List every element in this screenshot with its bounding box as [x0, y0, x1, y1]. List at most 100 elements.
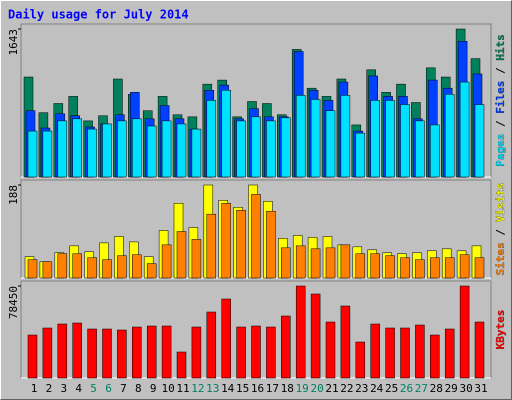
bar — [221, 203, 231, 279]
x-tick-label: 3 — [60, 382, 67, 395]
bar — [42, 130, 53, 178]
x-tick-label: 24 — [370, 382, 384, 395]
bar — [87, 128, 97, 178]
bar — [72, 322, 82, 379]
bar — [176, 123, 187, 178]
legend: Pages / Files / Hits — [494, 34, 507, 167]
bar — [385, 100, 395, 178]
bar — [72, 253, 82, 279]
bar — [161, 325, 172, 379]
x-tick-label: 9 — [150, 382, 157, 395]
bar — [281, 117, 291, 178]
bar — [176, 351, 187, 379]
bar — [206, 100, 217, 178]
bar — [310, 248, 321, 279]
bar — [102, 259, 112, 279]
bar — [57, 253, 68, 279]
y-tick-label: 1643 — [7, 29, 20, 56]
legend: KBytes — [494, 310, 507, 350]
bar — [430, 124, 440, 178]
bar — [295, 95, 306, 178]
bar — [355, 341, 366, 379]
legend-entry: Hits — [494, 34, 507, 61]
bar — [385, 327, 395, 379]
bar — [444, 94, 455, 178]
bar — [251, 194, 261, 279]
x-tick-label: 8 — [135, 382, 142, 395]
y-tick-label: 78450 — [7, 286, 20, 319]
bar — [430, 257, 440, 279]
bar — [385, 255, 395, 279]
x-tick-label: 23 — [355, 382, 368, 395]
x-tick-label: 26 — [400, 382, 413, 395]
bar — [400, 104, 410, 178]
bar — [27, 334, 38, 379]
x-tick-label: 2 — [46, 382, 53, 395]
bar — [415, 324, 425, 379]
bar — [117, 329, 127, 379]
x-tick-label: 27 — [415, 382, 428, 395]
bar — [281, 247, 291, 279]
legend: Sites / Visits — [494, 183, 507, 276]
bar — [415, 259, 425, 279]
chart-title: Daily usage for July 2014 — [8, 8, 189, 22]
bar — [27, 259, 38, 279]
legend-separator: / — [494, 114, 507, 134]
bar — [191, 326, 202, 379]
x-tick-label: 22 — [340, 382, 353, 395]
bar — [325, 321, 336, 379]
x-tick-label: 13 — [206, 382, 219, 395]
bar — [474, 104, 485, 178]
bar — [42, 327, 53, 379]
bar — [415, 120, 425, 178]
x-tick-label: 1 — [31, 382, 38, 395]
bar — [370, 253, 380, 279]
bar — [340, 95, 351, 178]
bar — [27, 130, 38, 178]
bar — [474, 257, 485, 279]
bar — [430, 334, 440, 379]
legend-separator: / — [494, 222, 507, 242]
bar — [72, 118, 82, 178]
x-tick-label: 28 — [430, 382, 443, 395]
x-tick-label: 20 — [310, 382, 323, 395]
legend-entry: Sites — [494, 242, 507, 275]
bar — [221, 90, 231, 178]
x-tick-label: 14 — [221, 382, 235, 395]
bar — [370, 100, 380, 178]
bar — [42, 261, 53, 279]
bar — [87, 328, 97, 379]
bar — [400, 327, 410, 379]
bar — [236, 326, 246, 379]
bar — [132, 254, 142, 279]
legend-separator: / — [494, 61, 507, 81]
bar — [459, 254, 470, 279]
bar — [221, 298, 231, 379]
x-tick-label: 12 — [191, 382, 204, 395]
x-tick-label: 25 — [385, 382, 398, 395]
bar — [459, 285, 470, 379]
x-tick-label: 7 — [120, 382, 127, 395]
bar — [57, 323, 68, 379]
x-tick-label: 16 — [251, 382, 264, 395]
bar — [295, 285, 306, 379]
bar — [266, 326, 276, 379]
bar — [310, 99, 321, 178]
x-tick-label: 4 — [75, 382, 82, 395]
bar — [459, 81, 470, 178]
legend-entry: Pages — [494, 134, 507, 167]
bar — [325, 247, 336, 279]
bar — [325, 110, 336, 178]
bar — [176, 231, 187, 279]
bar — [370, 323, 380, 379]
x-tick-label: 31 — [474, 382, 487, 395]
bar — [266, 210, 276, 279]
legend-entry: Files — [494, 81, 507, 114]
bar — [117, 255, 127, 279]
bar — [400, 257, 410, 279]
bar — [146, 263, 157, 279]
bar — [117, 120, 127, 178]
x-tick-label: 11 — [176, 382, 189, 395]
x-tick-label: 29 — [445, 382, 458, 395]
